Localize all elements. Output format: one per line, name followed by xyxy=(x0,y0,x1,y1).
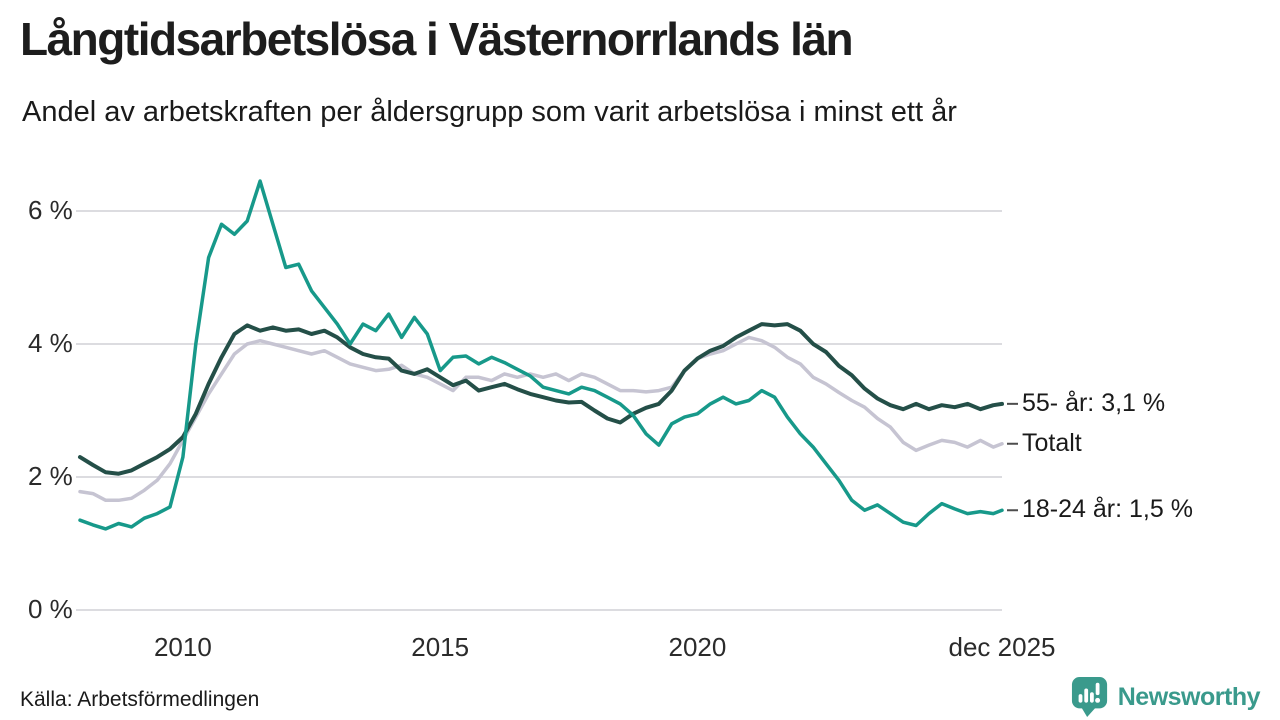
y-axis-tick-label: 6 % xyxy=(28,195,73,225)
brand-name: Newsworthy xyxy=(1117,682,1261,711)
x-axis-tick-label: 2020 xyxy=(668,632,727,662)
series-end-label-totalt: Totalt xyxy=(1022,428,1082,457)
y-axis-tick-label: 2 % xyxy=(28,461,73,491)
page-title: Långtidsarbetslösa i Västernorrlands län xyxy=(20,13,854,65)
x-axis-tick-label: dec 2025 xyxy=(948,632,1056,662)
source-note: Källa: Arbetsförmedlingen xyxy=(20,688,260,711)
x-axis-tick-label: 2015 xyxy=(411,632,470,662)
x-axis-tick-label: 2010 xyxy=(153,632,212,662)
series-line-55-r xyxy=(78,322,1004,476)
series-line-totalt xyxy=(78,335,1004,503)
series-end-label-55-r: 55- år: 3,1 % xyxy=(1022,388,1166,417)
brand-logo: Newsworthy xyxy=(1071,676,1261,718)
series-end-label-18-24-r: 18-24 år: 1,5 % xyxy=(1022,495,1193,524)
y-axis-tick-label: 4 % xyxy=(28,328,73,358)
y-axis-tick-label: 0 % xyxy=(28,594,73,624)
newsworthy-icon xyxy=(1071,676,1109,718)
series-line-18-24-r xyxy=(78,179,1004,531)
page-subtitle: Andel av arbetskraften per åldersgrupp s… xyxy=(22,96,957,128)
